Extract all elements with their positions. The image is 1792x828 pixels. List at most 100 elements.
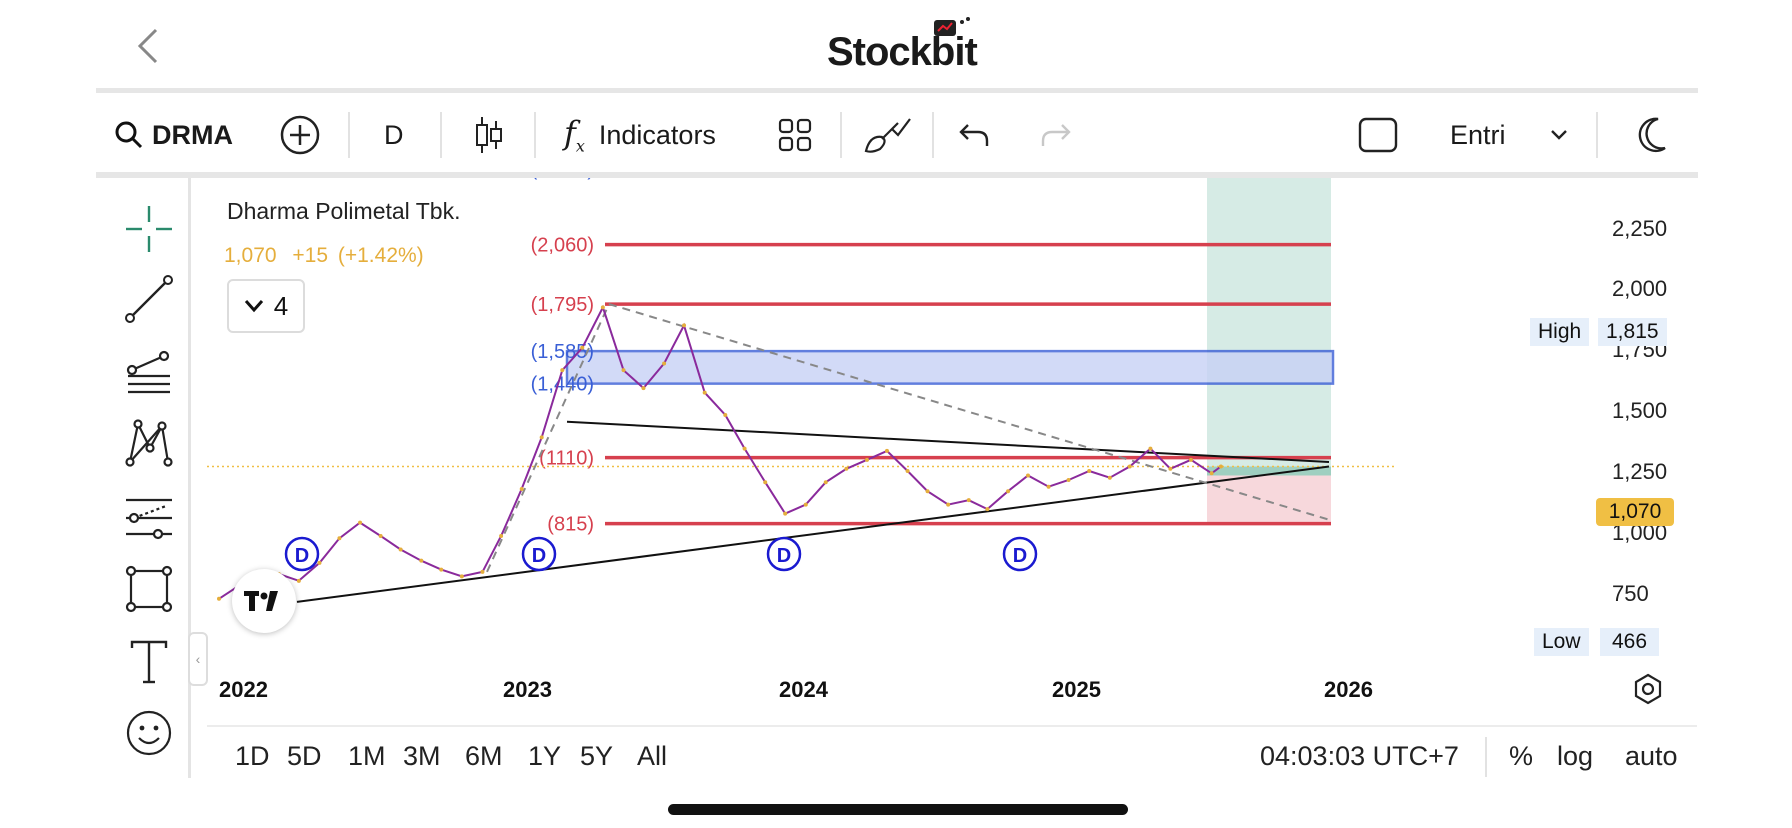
price-point: [723, 412, 728, 417]
range-6m[interactable]: 6M: [465, 741, 503, 771]
price-level-label: (1,440): [531, 374, 594, 396]
brush-check-icon: [862, 115, 912, 155]
range-1m[interactable]: 1M: [348, 741, 386, 771]
indicators-button[interactable]: fx Indicators: [564, 96, 716, 174]
tradingview-logo[interactable]: [232, 569, 296, 633]
price-point: [783, 511, 788, 516]
dividend-marker-label: D: [295, 545, 309, 567]
x-tick-label: 2026: [1324, 677, 1373, 702]
trade-dropdown[interactable]: Entri: [1450, 96, 1568, 174]
drawing-tools-panel: [112, 178, 191, 778]
price-point: [1066, 477, 1071, 482]
price-point: [439, 567, 444, 572]
price-point: [1107, 475, 1112, 480]
price-point: [844, 466, 849, 471]
price-point: [1209, 471, 1214, 476]
range-all[interactable]: All: [637, 741, 668, 771]
chart-type-button[interactable]: [474, 96, 504, 174]
trade-label: Entri: [1450, 119, 1506, 150]
undo-button[interactable]: [958, 96, 990, 174]
rectangle-tool[interactable]: [124, 564, 174, 614]
x-tick-label: 2023: [503, 677, 552, 702]
price-point: [560, 368, 565, 373]
theme-toggle-button[interactable]: [1634, 96, 1668, 174]
redo-button[interactable]: [1040, 96, 1072, 174]
fullscreen-button[interactable]: [1358, 96, 1398, 174]
legend-change: +15: [292, 244, 329, 267]
search-icon: [114, 120, 144, 150]
range-5d[interactable]: 5D: [287, 741, 322, 771]
y-tick-label: 1,250: [1612, 459, 1668, 484]
trend-line: [296, 465, 1330, 603]
price-point: [1087, 469, 1092, 474]
logo-chat-icon: [934, 16, 974, 40]
undo-icon: [958, 121, 990, 149]
price-point: [621, 368, 626, 373]
loss-zone: [1207, 475, 1331, 524]
price-point: [1026, 473, 1031, 478]
dividend-marker-label: D: [777, 545, 791, 567]
dividend-marker-label: D: [532, 545, 546, 567]
text-tool[interactable]: [124, 636, 174, 686]
legend-title: Dharma Polimetal Tbk.: [227, 198, 461, 224]
price-point: [682, 323, 687, 328]
trend-line-icon: [125, 275, 173, 323]
high-label: High: [1530, 318, 1590, 346]
percent-toggle[interactable]: %: [1509, 741, 1534, 771]
fib-retracement-icon: [126, 350, 170, 394]
price-point: [1046, 484, 1051, 489]
profit-zone: [1207, 178, 1331, 476]
grid-layout-icon: [778, 118, 812, 152]
plus-circle-icon: [280, 115, 320, 155]
compare-button[interactable]: [280, 96, 320, 174]
interval-button[interactable]: D: [384, 119, 404, 150]
x-tick-label: 2024: [779, 677, 828, 702]
emoji-tool[interactable]: [124, 708, 174, 758]
range-1y[interactable]: 1Y: [528, 741, 562, 771]
price-point: [946, 502, 951, 507]
low-value: 466: [1600, 628, 1660, 656]
price-point: [865, 457, 869, 462]
dividend-marker: [1002, 536, 1038, 572]
trend-line-tool[interactable]: [124, 274, 174, 324]
indicators-label: Indicators: [598, 119, 716, 150]
price-point: [580, 345, 585, 350]
settings-icon[interactable]: [1632, 673, 1664, 710]
back-icon[interactable]: [128, 24, 168, 68]
collapse-panel-handle[interactable]: ‹: [188, 632, 208, 686]
clock-time[interactable]: 04:03:03 UTC+7: [1260, 741, 1459, 771]
range-1d[interactable]: 1D: [235, 741, 270, 771]
price-point: [480, 569, 485, 574]
price-level-label: (2,060): [531, 235, 594, 257]
toolbar-divider: [1596, 112, 1598, 158]
price-point: [966, 498, 971, 503]
price-point: [1148, 446, 1153, 451]
price-chart[interactable]: (2,400) (2,060) (1,795) (1,585) (1,440) (1110…: [207, 178, 1697, 718]
symbol-search-button[interactable]: DRMA: [114, 96, 233, 174]
crosshair-tool[interactable]: [124, 204, 174, 254]
high-value: 1,815: [1598, 318, 1667, 346]
legend-collapse-button[interactable]: 4: [227, 279, 305, 333]
log-toggle[interactable]: log: [1557, 741, 1594, 771]
redo-icon: [1040, 121, 1072, 149]
price-point: [358, 520, 363, 525]
toolbar-divider: [440, 112, 442, 158]
forecast-tool[interactable]: [124, 490, 174, 540]
range-5y[interactable]: 5Y: [580, 741, 614, 771]
auto-toggle[interactable]: auto: [1625, 741, 1678, 771]
chart-canvas[interactable]: (2,400) (2,060) (1,795) (1,585) (1,440) (1110…: [207, 178, 1697, 718]
dividend-marker-label: D: [1013, 545, 1027, 567]
range-3m[interactable]: 3M: [403, 741, 441, 771]
price-point: [296, 578, 301, 583]
layout-button[interactable]: [778, 96, 812, 174]
pattern-tool[interactable]: [124, 418, 174, 468]
price-point: [905, 469, 910, 474]
function-icon: fx: [564, 114, 585, 156]
fib-tool[interactable]: [124, 346, 174, 396]
drawing-templates-button[interactable]: [862, 96, 912, 174]
price-point: [884, 448, 889, 453]
last-price-tag: 1,070: [1596, 498, 1674, 526]
top-bar: Stockbit: [0, 0, 1792, 92]
crosshair-icon: [126, 206, 172, 252]
bottom-toolbar: 1D 5D 1M 3M 6M 1Y 5Y All 04:03:03 UTC+7 …: [207, 725, 1697, 787]
